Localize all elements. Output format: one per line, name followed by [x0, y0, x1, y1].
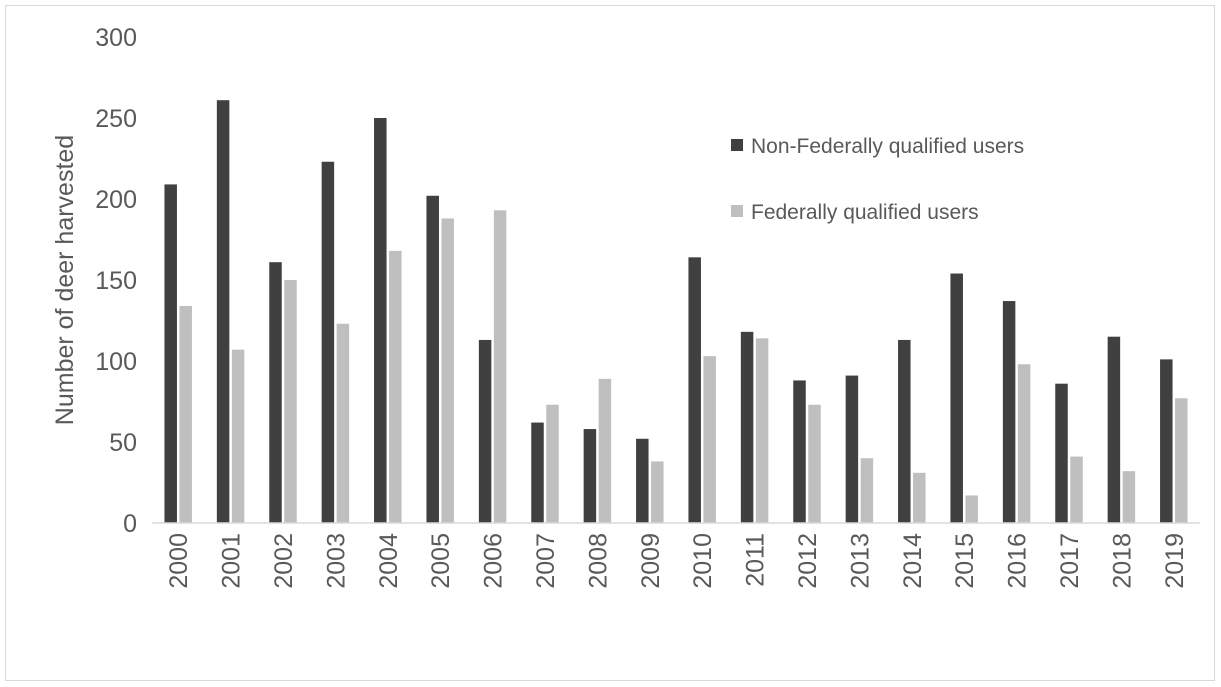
x-tick-label: 2018	[1108, 533, 1136, 589]
legend-label: Non-Federally qualified users	[751, 135, 1024, 158]
y-tick-label: 300	[95, 24, 137, 52]
x-tick-label: 2011	[742, 533, 770, 587]
bar-non-federal-2001	[216, 100, 230, 524]
x-tick-label: 2003	[322, 533, 350, 589]
x-tick-label: 2005	[427, 533, 455, 589]
bar-non-federal-2016	[1002, 301, 1016, 523]
bar-federal-2018	[1122, 471, 1136, 523]
x-tick-label: 2012	[794, 533, 822, 589]
bar-non-federal-2011	[740, 331, 754, 523]
y-tick-label: 100	[95, 348, 137, 376]
x-tick-label: 2014	[899, 533, 927, 589]
y-tick-label: 50	[109, 429, 137, 457]
x-tick-label: 2006	[480, 533, 508, 589]
bar-federal-2010	[703, 356, 716, 523]
bar-federal-2003	[336, 323, 350, 523]
x-tick-label: 2013	[846, 533, 874, 589]
y-tick-label: 200	[95, 186, 137, 214]
x-tick-label: 2004	[375, 533, 403, 589]
bar-non-federal-2000	[164, 184, 177, 524]
bar-federal-2007	[546, 404, 559, 523]
y-tick-label: 150	[95, 267, 137, 295]
legend-swatch	[731, 139, 743, 151]
bar-non-federal-2018	[1107, 336, 1121, 523]
bar-federal-2017	[1070, 456, 1083, 523]
bar-non-federal-2004	[374, 118, 387, 523]
bar-federal-2016	[1017, 364, 1031, 523]
x-tick-label: 2000	[165, 533, 193, 589]
x-tick-label: 2016	[1004, 533, 1032, 589]
bar-federal-2013	[860, 458, 874, 523]
bar-non-federal-2003	[321, 161, 335, 524]
y-tick-label: 0	[123, 510, 137, 538]
x-tick-label: 2001	[218, 533, 246, 589]
bar-federal-2012	[808, 404, 821, 523]
legend-label: Federally qualified users	[751, 201, 979, 224]
x-tick-label: 2007	[532, 533, 560, 589]
bar-federal-2011	[755, 338, 769, 523]
bar-non-federal-2008	[583, 429, 597, 523]
bar-non-federal-2010	[688, 257, 701, 523]
bar-federal-2008	[598, 378, 612, 523]
bar-federal-2001	[231, 349, 245, 523]
bar-federal-2000	[179, 305, 192, 523]
bar-non-federal-2009	[636, 438, 649, 523]
x-tick-labels: 2000 2001 2002 2003 2004 2005 2006 2007 2008 2009…	[165, 533, 1189, 589]
x-tick-label: 2017	[1056, 533, 1084, 589]
bars	[164, 100, 1188, 524]
x-tick-label: 2002	[270, 533, 298, 589]
bar-non-federal-2014	[898, 339, 911, 523]
bar-non-federal-2017	[1055, 383, 1068, 523]
x-tick-label: 2019	[1161, 533, 1189, 589]
y-axis-title-group: Number of deer harvested	[51, 135, 79, 425]
legend-swatch	[731, 205, 743, 217]
bar-federal-2006	[493, 210, 507, 523]
x-tick-label: 2010	[689, 533, 717, 589]
y-axis-title: Number of deer harvested	[51, 135, 79, 425]
bar-federal-2005	[441, 218, 454, 523]
bar-federal-2002	[284, 280, 297, 523]
bar-federal-2019	[1175, 398, 1188, 523]
bar-non-federal-2013	[845, 375, 859, 523]
bar-non-federal-2007	[531, 422, 544, 523]
bar-non-federal-2002	[269, 262, 282, 523]
x-tick-label: 2009	[637, 533, 665, 589]
bar-federal-2014	[913, 472, 926, 523]
y-tick-labels: 0 50 100 150 200 250 300	[95, 24, 137, 538]
bar-non-federal-2015	[950, 273, 963, 523]
bar-non-federal-2019	[1160, 359, 1173, 523]
x-tick-label: 2008	[584, 533, 612, 589]
bar-federal-2015	[965, 495, 978, 523]
bar-federal-2009	[651, 461, 664, 523]
bar-non-federal-2005	[426, 195, 439, 523]
bar-federal-2004	[389, 250, 402, 523]
y-tick-label: 250	[95, 105, 137, 133]
bar-non-federal-2012	[793, 380, 806, 523]
bar-non-federal-2006	[478, 339, 492, 523]
x-tick-label: 2015	[951, 533, 979, 589]
legend: Non-Federally qualified users Federally q…	[731, 135, 1024, 224]
